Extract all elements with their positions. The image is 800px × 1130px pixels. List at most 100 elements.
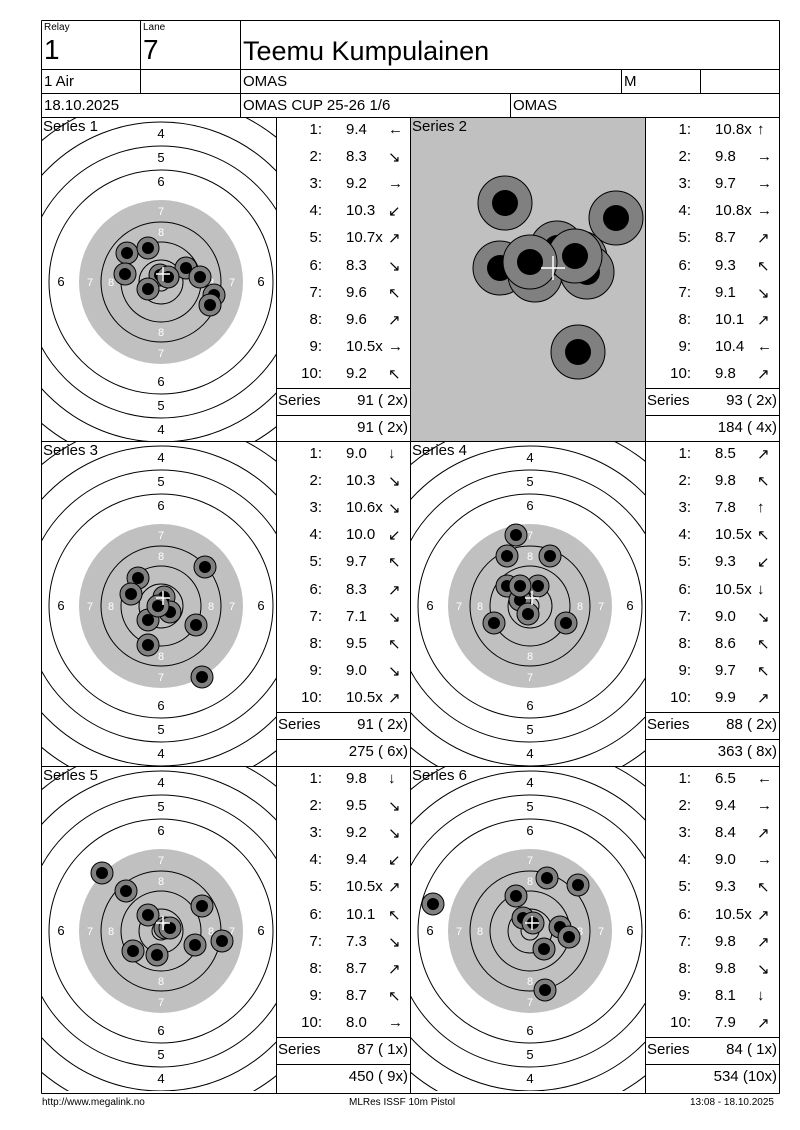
ring-number-label: 5 xyxy=(157,722,164,737)
shot-number: 2: xyxy=(309,797,322,815)
shot-hole xyxy=(532,580,544,592)
ring-number-label: 6 xyxy=(257,923,264,938)
target-image: 333344445555666677778888 xyxy=(411,442,645,766)
shot-number: 5: xyxy=(678,229,691,247)
shot-hole xyxy=(142,242,154,254)
shot-number: 6: xyxy=(678,256,691,274)
shot-hole xyxy=(180,262,192,274)
shot-number: 7: xyxy=(309,283,322,301)
shot-direction-arrow-icon: ↙ xyxy=(388,852,401,870)
ring-number-label: 7 xyxy=(229,601,235,613)
ring-number-label: 7 xyxy=(456,601,462,613)
series-title: Series 6 xyxy=(412,767,468,784)
shot-hole xyxy=(189,939,201,951)
date: 18.10.2025 xyxy=(44,97,120,114)
ring-number-label: 5 xyxy=(157,799,164,814)
cumulative-total-value: 363 ( 8x) xyxy=(717,743,777,760)
ring-number-label: 8 xyxy=(158,976,164,988)
ring-number-label: 8 xyxy=(108,277,114,289)
ring-number-label: 7 xyxy=(229,926,235,938)
shot-direction-arrow-icon: ↖ xyxy=(388,365,401,383)
shot-score: 9.8 xyxy=(715,472,736,490)
shot-score: 9.6 xyxy=(346,310,367,328)
shot-score: 9.4 xyxy=(346,121,367,138)
shot-score: 9.8 xyxy=(715,959,736,977)
shot-number: 2: xyxy=(678,472,691,490)
shot-number: 4: xyxy=(678,526,691,544)
target-ring xyxy=(138,583,184,629)
footer-timestamp: 13:08 - 18.10.2025 xyxy=(690,1097,774,1108)
shot-score: 10.3 xyxy=(346,202,376,220)
shot-hole xyxy=(142,639,154,651)
shot-number: 5: xyxy=(309,553,322,571)
shot-number: 2: xyxy=(309,148,322,166)
shot-number: 4: xyxy=(678,851,691,869)
shot-number: 7: xyxy=(309,607,322,625)
shot-number: 8: xyxy=(678,959,691,977)
ring-number-label: 7 xyxy=(158,855,164,867)
shot-hole xyxy=(204,299,216,311)
shot-hole xyxy=(96,867,108,879)
shot-direction-arrow-icon: ↖ xyxy=(388,987,401,1005)
ring-number-label: 7 xyxy=(87,277,93,289)
shot-direction-arrow-icon: ↗ xyxy=(757,311,770,329)
summary-lines xyxy=(276,712,411,740)
shot-number: 2: xyxy=(678,148,691,166)
shot-score: 9.5 xyxy=(346,634,367,652)
ring-number-label: 6 xyxy=(157,823,164,838)
shot-hole xyxy=(501,550,513,562)
ring-number-label: 4 xyxy=(157,126,164,141)
ring-number-label: 6 xyxy=(426,923,433,938)
shot-direction-arrow-icon: → xyxy=(388,337,403,355)
ring-number-label: 8 xyxy=(527,651,533,663)
ring-number-label: 7 xyxy=(87,926,93,938)
target-ring xyxy=(48,169,274,395)
series-title: Series 4 xyxy=(412,442,468,459)
shot-number: 3: xyxy=(678,824,691,842)
series-total-value: 91 ( 2x) xyxy=(357,716,408,733)
shot-number: 10: xyxy=(670,1013,691,1031)
shot-hole xyxy=(190,619,202,631)
shot-direction-arrow-icon: ↘ xyxy=(388,500,401,518)
cumulative-total-value: 184 ( 4x) xyxy=(717,419,777,436)
shot-hole xyxy=(142,909,154,921)
shot-number: 6: xyxy=(678,905,691,923)
ring-number-label: 5 xyxy=(526,722,533,737)
series-title: Series 2 xyxy=(412,118,468,135)
shot-score: 8.3 xyxy=(346,148,367,166)
ring-number-label: 8 xyxy=(108,601,114,613)
shot-score: 10.5x xyxy=(715,526,752,544)
shot-hole xyxy=(152,600,164,612)
shot-score: 9.4 xyxy=(715,797,736,815)
shot-number: 4: xyxy=(309,851,322,869)
ring-number-label: 6 xyxy=(526,1023,533,1038)
ring-number-label: 7 xyxy=(87,601,93,613)
shot-direction-arrow-icon: ↗ xyxy=(388,960,401,978)
shot-direction-arrow-icon: ↙ xyxy=(757,554,770,572)
shot-direction-arrow-icon: ↖ xyxy=(757,527,770,545)
shot-number: 8: xyxy=(309,959,322,977)
shot-hole xyxy=(514,580,526,592)
shot-direction-arrow-icon: → xyxy=(757,797,772,815)
target-ring xyxy=(42,770,276,1091)
shot-number: 7: xyxy=(678,607,691,625)
ring-number-label: 8 xyxy=(577,601,583,613)
shot-score: 9.0 xyxy=(715,851,736,869)
shot-number: 10: xyxy=(301,364,322,382)
ring-number-label: 6 xyxy=(157,174,164,189)
target-ring xyxy=(42,794,276,1068)
shot-direction-arrow-icon: ↗ xyxy=(388,879,401,897)
shot-score: 9.3 xyxy=(715,256,736,274)
target-image: 333344445555666677778888 xyxy=(42,442,276,766)
series-total-value: 93 ( 2x) xyxy=(726,392,777,409)
ring-number-label: 8 xyxy=(577,926,583,938)
shot-score: 9.3 xyxy=(715,553,736,571)
shot-hole xyxy=(216,935,228,947)
shot-hole xyxy=(538,943,550,955)
ring-number-label: 8 xyxy=(108,926,114,938)
ring-number-label: 6 xyxy=(57,923,64,938)
ring-number-label: 6 xyxy=(526,823,533,838)
header-grid-lines xyxy=(41,20,780,118)
ring-number-label: 8 xyxy=(158,327,164,339)
